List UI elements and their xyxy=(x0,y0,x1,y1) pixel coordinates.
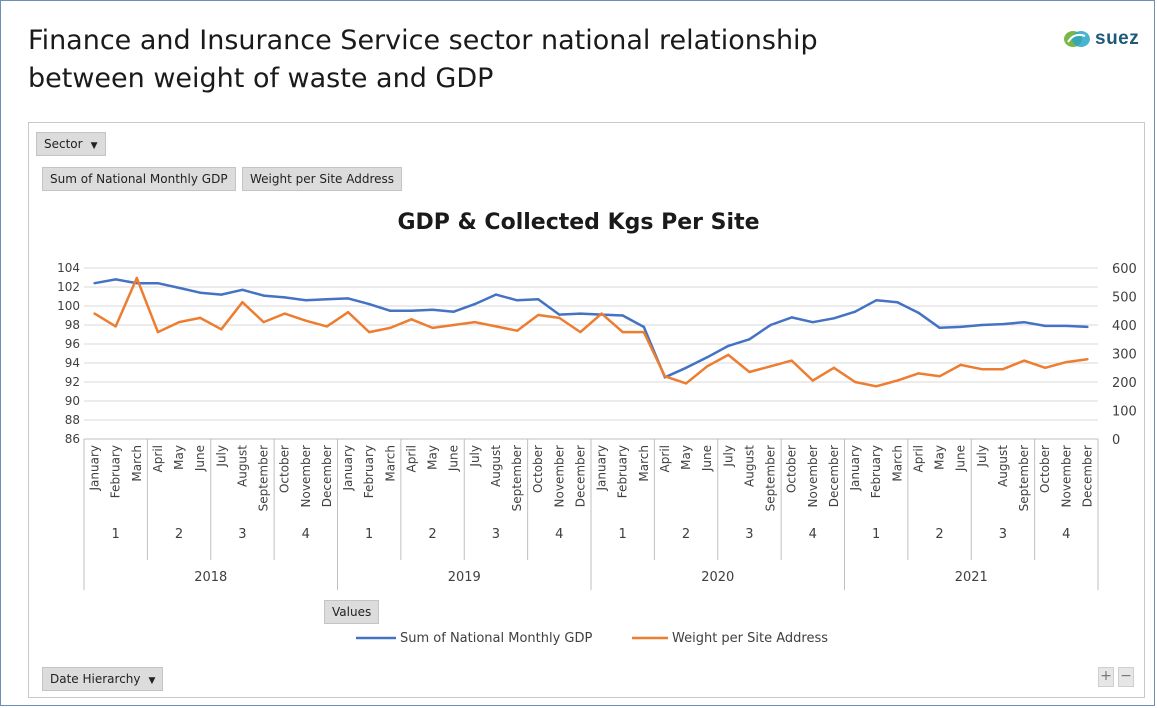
pivot-chart-frame xyxy=(28,122,1145,698)
slide-title-line-2: between weight of waste and GDP xyxy=(28,63,494,94)
date-hierarchy-filter-button[interactable]: Date Hierarchy ▼ xyxy=(42,667,164,691)
value-field-gdp-button[interactable]: Sum of National Monthly GDP xyxy=(42,167,236,191)
suez-logo-text: suez xyxy=(1095,28,1140,49)
expand-field-button[interactable]: + xyxy=(1098,667,1114,687)
sector-filter-label: Sector xyxy=(44,137,83,151)
suez-logo: suez xyxy=(1063,28,1139,50)
values-field-button[interactable]: Values xyxy=(324,600,380,624)
dropdown-arrow-icon: ▼ xyxy=(90,141,98,151)
slide-title-line-1: Finance and Insurance Service sector nat… xyxy=(28,25,818,56)
chart-title: GDP & Collected Kgs Per Site xyxy=(397,210,760,235)
value-field-weight-button[interactable]: Weight per Site Address xyxy=(242,167,403,191)
date-hierarchy-label: Date Hierarchy xyxy=(50,672,141,686)
sector-filter-button[interactable]: Sector ▼ xyxy=(36,132,106,156)
slide-title: Finance and Insurance Service sector nat… xyxy=(28,22,928,98)
collapse-field-button[interactable]: − xyxy=(1118,667,1134,687)
dropdown-arrow-icon: ▼ xyxy=(148,676,156,686)
suez-logo-icon xyxy=(1064,31,1090,47)
